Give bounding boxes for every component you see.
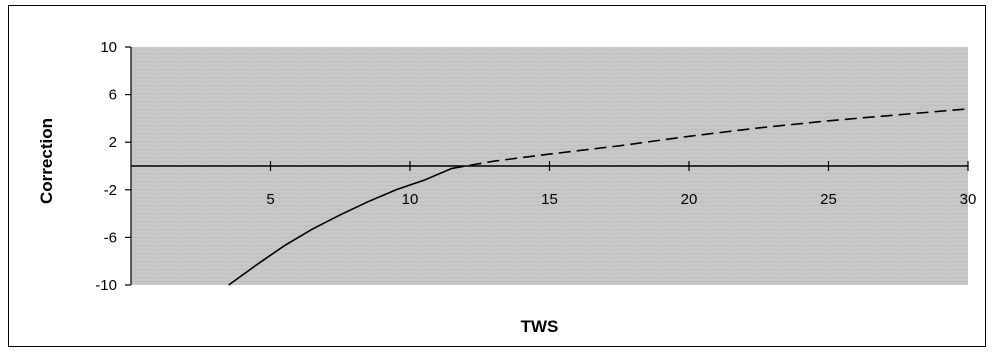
x-tick-label: 10 xyxy=(402,191,419,208)
y-axis: 10 6 2 -2 -6 -10 xyxy=(95,39,132,294)
x-tick-label: 25 xyxy=(820,191,837,208)
x-tick-label: 20 xyxy=(681,191,698,208)
y-tick-label: -2 xyxy=(104,182,117,199)
series-line-solid xyxy=(228,167,453,286)
y-tick-label: 6 xyxy=(109,87,117,104)
x-tick-label: 5 xyxy=(266,191,274,208)
x-tick-label: 15 xyxy=(541,191,558,208)
series-line-dashed xyxy=(451,108,969,170)
x-tick-label: 30 xyxy=(960,191,977,208)
y-axis-title: Correction xyxy=(37,118,56,204)
x-axis-title: TWS xyxy=(521,317,559,336)
y-tick-label: -10 xyxy=(95,277,117,294)
x-axis: 5 10 15 20 25 30 xyxy=(131,161,976,208)
y-tick-label: 10 xyxy=(100,39,117,56)
y-tick-label: -6 xyxy=(104,229,117,246)
series-layer xyxy=(228,108,969,286)
y-tick-label: 2 xyxy=(109,134,117,151)
